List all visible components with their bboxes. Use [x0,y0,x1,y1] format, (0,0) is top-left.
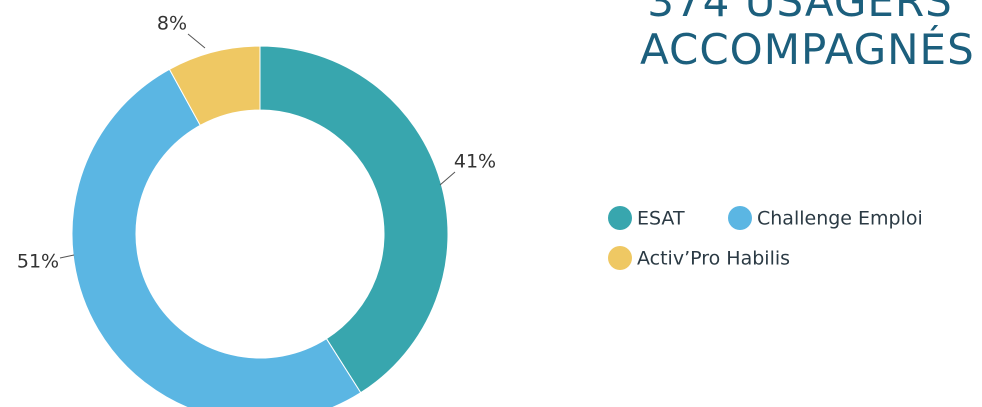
leader-line [59,254,75,259]
slice [71,68,362,407]
leader-line [187,33,206,49]
data-label: 8% [157,13,187,35]
slice [168,45,261,127]
legend-swatch [608,246,632,270]
chart-title: 374 USAGERS ACCOMPAGNÉS [640,0,975,74]
legend-label: ESAT [637,208,685,230]
data-label: 41% [454,151,496,173]
slice [259,45,449,394]
legend-label: Activ’Pro Habilis [637,248,790,270]
legend-swatch [608,206,632,230]
legend-swatch [728,206,752,230]
legend-label: Challenge Emploi [757,208,923,230]
data-label: 51% [17,251,59,273]
leader-line [439,171,456,186]
